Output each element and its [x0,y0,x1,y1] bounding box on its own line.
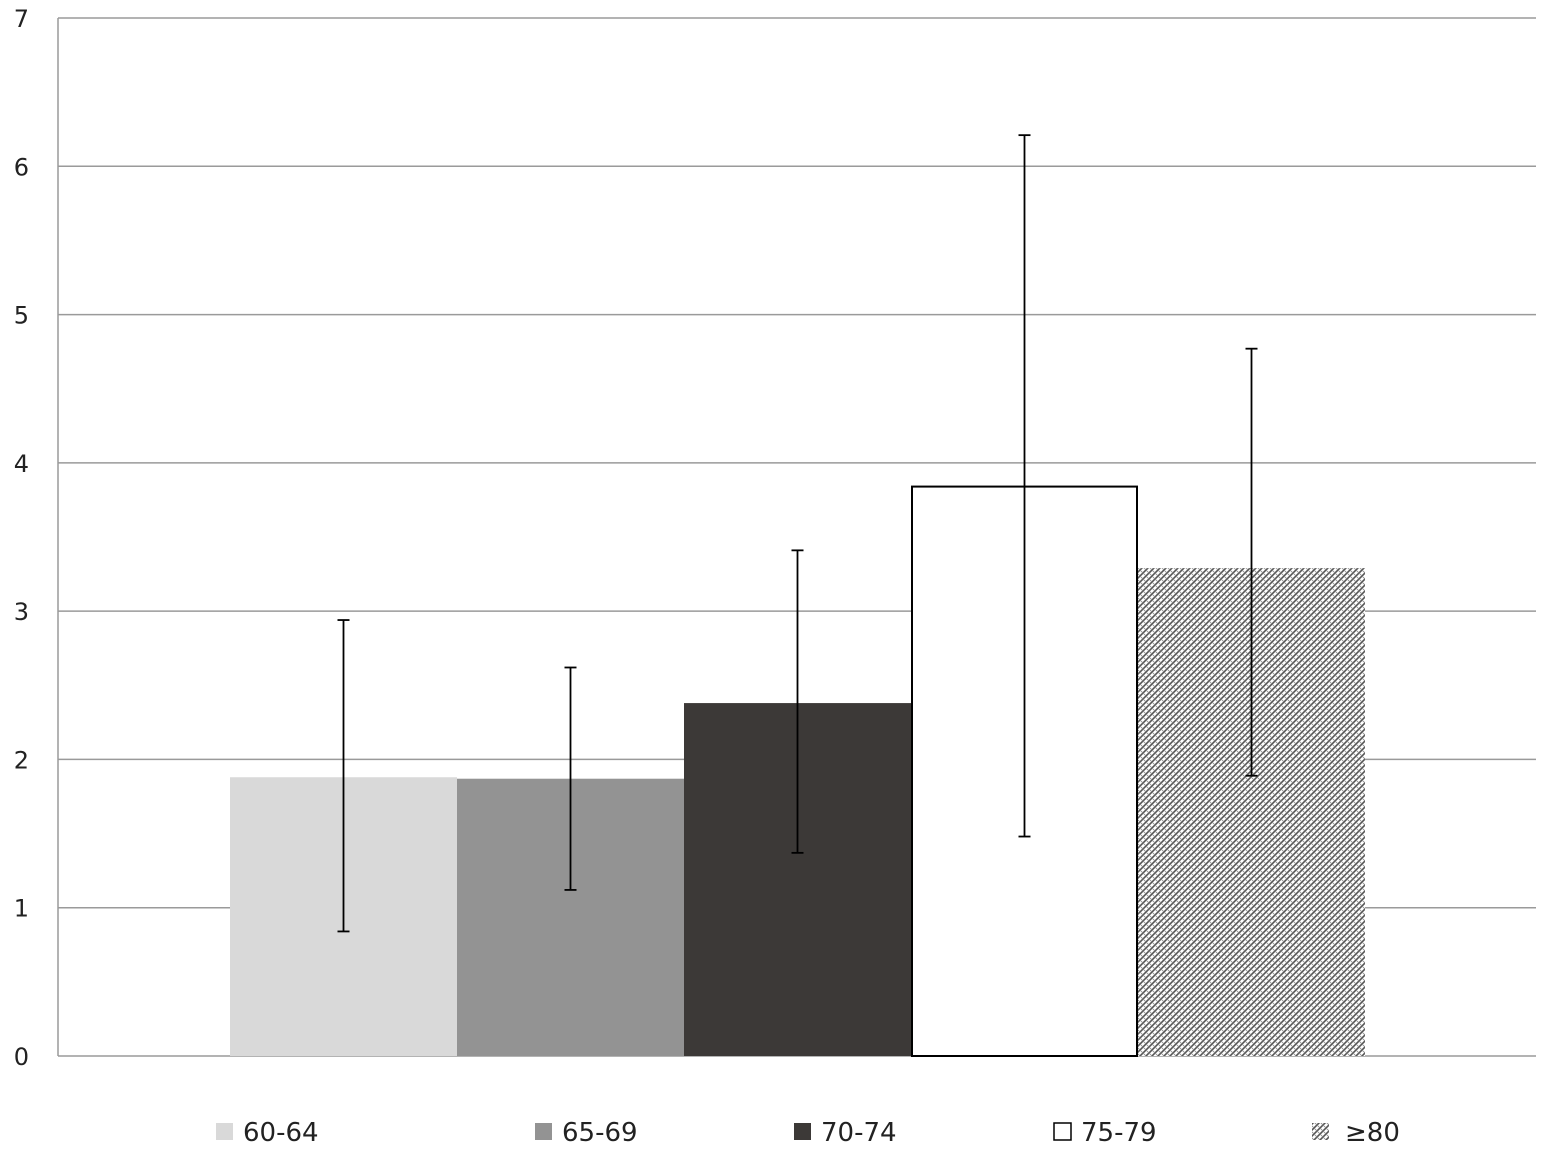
y-tick-label: 5 [14,302,29,330]
legend-swatch [1312,1123,1329,1140]
y-tick-label: 6 [14,153,29,181]
y-tick-label: 3 [14,598,29,626]
error-bar-2 [564,666,577,891]
legend: 60-64 65-69 70-74 75-79 ≥80 [216,1118,1400,1148]
y-tick-label: 0 [14,1043,29,1071]
legend-swatch [1053,1122,1072,1141]
error-bar-3 [791,549,804,854]
legend-label: ≥80 [1345,1118,1400,1148]
legend-label: 75-79 [1081,1118,1157,1148]
y-axis: 0 1 2 3 4 5 6 7 [14,5,59,1071]
error-bars [337,134,1258,933]
legend-item-1: 60-64 [216,1118,319,1148]
legend-swatch [794,1123,811,1140]
legend-item-4: 75-79 [1053,1118,1157,1148]
legend-label: 60-64 [243,1118,319,1148]
legend-label: 65-69 [562,1118,638,1148]
y-tick-label: 1 [14,895,29,923]
error-bar-1 [337,619,350,933]
legend-label: 70-74 [821,1118,897,1148]
error-bar-4 [1018,134,1031,838]
y-tick-label: 7 [14,5,29,33]
legend-item-3: 70-74 [794,1118,897,1148]
legend-swatch [216,1123,233,1140]
y-tick-label: 2 [14,746,29,774]
legend-item-5: ≥80 [1312,1118,1400,1148]
error-bar-5 [1245,347,1258,777]
legend-item-2: 65-69 [535,1118,638,1148]
y-tick-label: 4 [14,450,29,478]
legend-swatch [535,1123,552,1140]
